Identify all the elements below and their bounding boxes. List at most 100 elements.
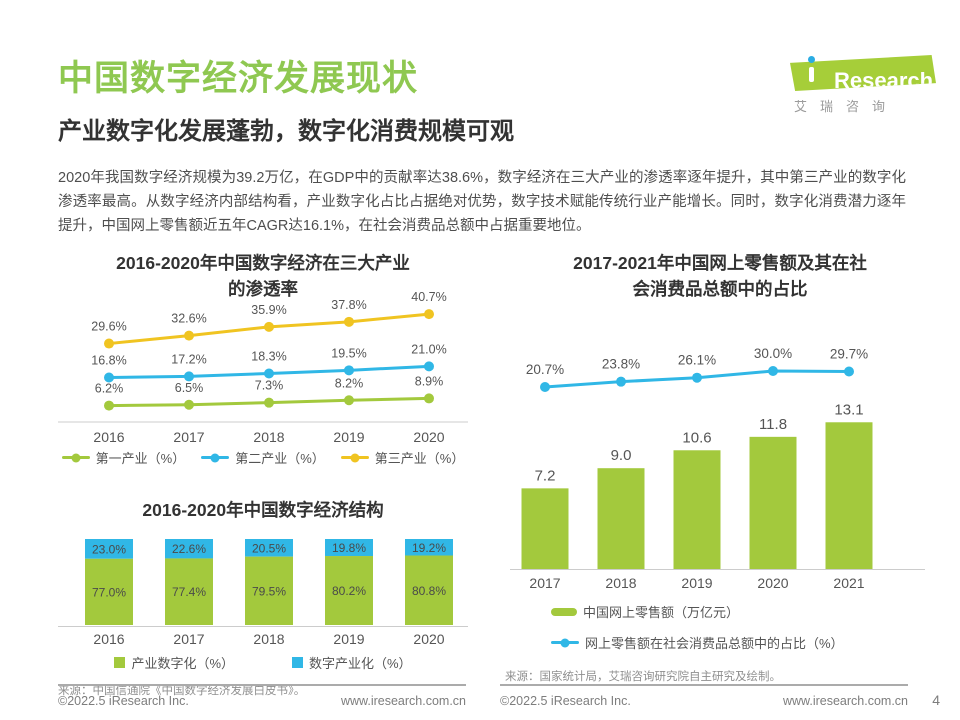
data-label: 7.3%: [255, 379, 284, 393]
retail-legend: 中国网上零售额（万亿元） 网上零售额在社会消费品总额中的占比（%）: [505, 602, 935, 652]
data-point: [424, 361, 434, 372]
bar-value-label: 13.1: [834, 401, 863, 418]
data-label: 35.9%: [251, 303, 286, 317]
swatch-dot-icon: [210, 453, 220, 462]
x-tick-label: 2017: [173, 429, 204, 445]
bar-segment-industry-digitalization: [405, 555, 453, 625]
data-label: 23.8%: [602, 357, 640, 372]
data-point: [344, 365, 354, 376]
bar-segment-digital-industrialization: [245, 539, 293, 557]
bar-value-label: 9.0: [611, 447, 632, 464]
data-point: [540, 382, 550, 392]
retail-bar: [521, 488, 569, 569]
legend-label: 第二产业（%）: [235, 451, 325, 466]
data-point: [264, 397, 274, 408]
legend-label: 网上零售额在社会消费品总额中的占比（%）: [585, 636, 844, 651]
data-point: [184, 330, 194, 341]
chart-title-line: 会消费品总额中的占比: [632, 279, 808, 299]
data-label: 32.6%: [171, 312, 206, 326]
segment-label: 23.0%: [92, 542, 126, 556]
footer-site-link[interactable]: www.iresearch.com.cn: [782, 694, 908, 708]
segment-label: 79.5%: [252, 584, 286, 598]
segment-label: 22.6%: [172, 542, 206, 556]
chart-title-line: 2016-2020年中国数字经济结构: [142, 500, 384, 520]
bar-value-label: 10.6: [682, 429, 711, 446]
structure-legend: 产业数字化（%） 数字产业化（%）: [58, 653, 468, 672]
x-tick-label: 2021: [833, 575, 864, 591]
retail-bar: [749, 436, 797, 569]
bar-value-label: 11.8: [759, 416, 787, 433]
segment-label: 77.0%: [92, 585, 126, 599]
legend-item: 第一产业（%）: [61, 448, 185, 467]
x-tick-label: 2020: [413, 631, 444, 647]
x-tick-label: 2020: [757, 575, 788, 591]
legend-label: 数字产业化（%）: [309, 656, 412, 671]
bar-segment-industry-digitalization: [85, 558, 133, 625]
data-point: [184, 399, 194, 410]
intro-paragraph: 2020年我国数字经济规模为39.2万亿，在GDP中的贡献率达38.6%，数字经…: [58, 170, 906, 234]
x-tick-label: 2017: [529, 575, 560, 591]
retail-combo-plot: 7.2 9.0 10.6 11.8 13.1 2017 2018 2019 2020 2021 20…: [510, 346, 925, 591]
data-label: 16.8%: [91, 353, 126, 367]
legend-item: 产业数字化（%）: [114, 653, 234, 672]
bar-swatch-icon: [551, 607, 577, 616]
bar-segment-industry-digitalization: [325, 556, 373, 625]
line-swatch-icon: [201, 453, 230, 462]
logo-i-dot-icon: [808, 56, 815, 63]
segment-label: 20.5%: [252, 541, 286, 555]
retail-bar: [673, 450, 721, 569]
footer-site-link[interactable]: www.iresearch.com.cn: [340, 694, 466, 708]
swatch-dot-icon: [560, 638, 570, 647]
chart-title-line: 的渗透率: [228, 279, 298, 299]
data-label: 8.2%: [335, 376, 364, 390]
source-note: 来源：中国信通院《中国数字经济发展白皮书》。: [58, 685, 306, 697]
chart-penetration-title: 2016-2020年中国数字经济在三大产业 的渗透率: [58, 250, 468, 302]
data-label: 29.7%: [830, 347, 868, 362]
footer-right: ©2022.5 iResearch Inc. www.iresearch.com…: [500, 684, 908, 708]
chart-retail-title: 2017-2021年中国网上零售额及其在社 会消费品总额中的占比: [505, 250, 935, 302]
footer-copyright: ©2022.5 iResearch Inc.: [58, 694, 189, 708]
x-tick-label: 2017: [173, 631, 204, 647]
chart-penetration: 2016-2020年中国数字经济在三大产业 的渗透率 6.2% 6.5% 7.3% 8…: [58, 250, 468, 467]
square-swatch-icon: [292, 657, 303, 668]
segment-label: 19.8%: [332, 541, 366, 555]
segment-label: 19.2%: [412, 541, 446, 555]
data-point: [344, 395, 354, 406]
chart-structure: 2016-2020年中国数字经济结构 23.0% 77.0% 2016 22.6% 77…: [58, 497, 468, 698]
data-point: [104, 400, 114, 411]
data-point: [424, 309, 434, 320]
footer-copyright: ©2022.5 iResearch Inc.: [500, 694, 631, 708]
data-point: [616, 376, 626, 387]
swatch-dot-icon: [350, 453, 360, 462]
data-point: [184, 371, 194, 382]
x-tick-label: 2018: [253, 631, 284, 647]
data-point: [692, 372, 702, 383]
page-subtitle: 产业数字化发展蓬勃，数字化消费规模可观: [58, 118, 514, 145]
segment-label: 80.8%: [412, 584, 446, 598]
chart-retail: 2017-2021年中国网上零售额及其在社 会消费品总额中的占比 7.2 9.0 1…: [505, 250, 935, 684]
data-point: [768, 366, 778, 377]
data-point: [264, 321, 274, 332]
data-label: 8.9%: [415, 374, 444, 388]
chart-title-line: 2017-2021年中国网上零售额及其在社: [573, 253, 867, 273]
data-label: 26.1%: [678, 353, 716, 368]
legend-item: 网上零售额在社会消费品总额中的占比（%）: [551, 633, 844, 652]
line-swatch-icon: [61, 453, 90, 462]
data-point: [104, 372, 114, 383]
segment-label: 77.4%: [172, 585, 206, 599]
bar-value-label: 7.2: [535, 467, 556, 484]
data-point: [264, 368, 274, 379]
data-point: [104, 338, 114, 349]
bar-segment-digital-industrialization: [405, 539, 453, 556]
logo-caption: 艾瑞咨询: [794, 99, 899, 114]
x-tick-label: 2020: [413, 429, 444, 445]
footer-left: ©2022.5 iResearch Inc. www.iresearch.com…: [58, 684, 466, 708]
x-tick-label: 2016: [93, 631, 124, 647]
data-label: 37.8%: [331, 298, 366, 312]
data-label: 17.2%: [171, 352, 206, 366]
line-swatch-icon: [340, 453, 369, 462]
x-tick-label: 2019: [681, 575, 712, 591]
iresearch-logo: Research 艾瑞咨询: [776, 48, 938, 114]
legend-item: 第二产业（%）: [201, 448, 325, 467]
